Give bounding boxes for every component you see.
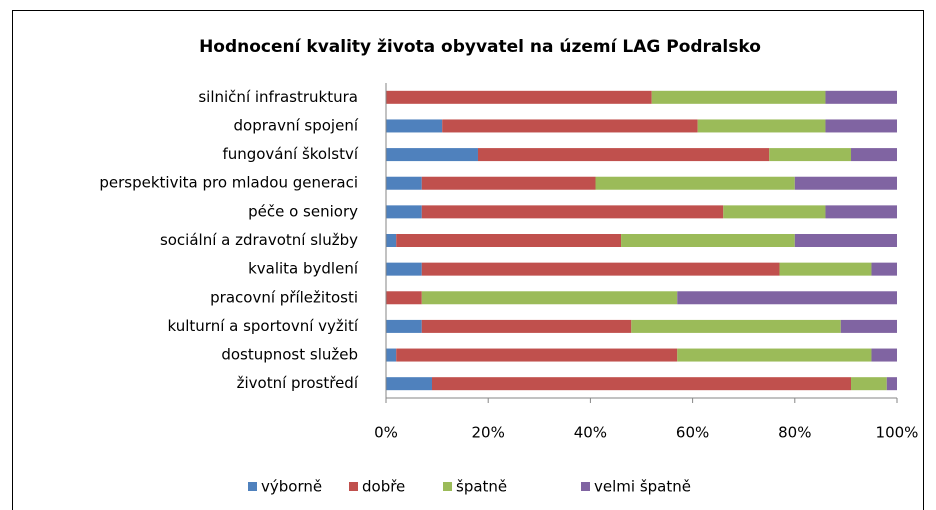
y-tick-label: kvalita bydlení xyxy=(248,260,359,278)
bar-segment xyxy=(769,148,852,162)
legend-swatch xyxy=(443,482,452,491)
bar-segment xyxy=(794,176,897,190)
legend-swatch xyxy=(248,482,257,491)
bar-segment xyxy=(825,90,897,104)
y-tick-label: životní prostředí xyxy=(237,374,359,392)
legend-swatch xyxy=(349,482,358,491)
x-tick-label: 20% xyxy=(472,424,505,442)
bar-segment xyxy=(396,234,622,247)
x-tick-label: 0% xyxy=(374,424,398,442)
bar-segment xyxy=(840,319,897,333)
bar-segment xyxy=(631,319,841,333)
bar-segment xyxy=(825,119,897,133)
x-tick-label: 80% xyxy=(778,424,811,442)
bar-segment xyxy=(421,205,724,219)
bar-segment xyxy=(677,291,897,305)
legend-swatch xyxy=(581,482,590,491)
bar-segment xyxy=(851,148,897,162)
bar-segment xyxy=(621,234,795,247)
bar-segment xyxy=(421,319,632,333)
y-tick-label: perspektivita pro mladou generaci xyxy=(99,174,358,192)
bar-segment xyxy=(386,291,422,305)
bar-segment xyxy=(697,119,826,133)
bar-segment xyxy=(431,377,852,391)
chart-title: Hodnocení kvality života obyvatel na úze… xyxy=(199,37,761,57)
y-tick-label: péče o seniory xyxy=(248,202,358,220)
bar-segment xyxy=(386,148,478,162)
bar-segment xyxy=(396,348,678,362)
bar-segment xyxy=(825,205,897,219)
bar-segment xyxy=(386,377,432,391)
bar-segment xyxy=(386,319,422,333)
legend-label: špatně xyxy=(456,478,507,496)
bar-segment xyxy=(386,176,422,190)
bar-segment xyxy=(851,377,887,391)
bar-segment xyxy=(871,348,897,362)
y-tick-label: dopravní spojení xyxy=(234,116,359,134)
bar-segment xyxy=(386,348,397,362)
bar-segment xyxy=(886,377,897,391)
y-tick-label: kulturní a sportovní vyžití xyxy=(168,317,359,335)
y-tick-label: silniční infrastruktura xyxy=(198,88,358,106)
y-tick-label: sociální a zdravotní služby xyxy=(160,231,358,249)
bar-segment xyxy=(871,262,897,276)
x-tick-label: 40% xyxy=(574,424,607,442)
bar-segment xyxy=(386,119,443,133)
bar-segment xyxy=(677,348,872,362)
y-tick-label: pracovní příležitosti xyxy=(210,288,358,306)
legend-label: dobře xyxy=(362,478,405,496)
legend-label: velmi špatně xyxy=(594,478,691,496)
bar-segment xyxy=(421,176,596,190)
y-tick-label: fungování školství xyxy=(222,145,358,163)
bar-segment xyxy=(595,176,795,190)
bar-segment xyxy=(421,262,780,276)
bar-segment xyxy=(386,234,397,247)
y-tick-label: dostupnost služeb xyxy=(221,346,358,364)
x-tick-label: 100% xyxy=(876,424,919,442)
bar-segment xyxy=(794,234,897,247)
bar-segment xyxy=(477,148,770,162)
bar-segment xyxy=(386,262,422,276)
bar-segment xyxy=(779,262,872,276)
bar-segment xyxy=(421,291,678,305)
bar-segment xyxy=(386,205,422,219)
bar-segment xyxy=(442,119,698,133)
bar-segment xyxy=(723,205,826,219)
bar-segment xyxy=(386,90,652,104)
x-tick-label: 60% xyxy=(676,424,709,442)
legend-label: výborně xyxy=(261,478,322,496)
bar-segment xyxy=(651,90,826,104)
